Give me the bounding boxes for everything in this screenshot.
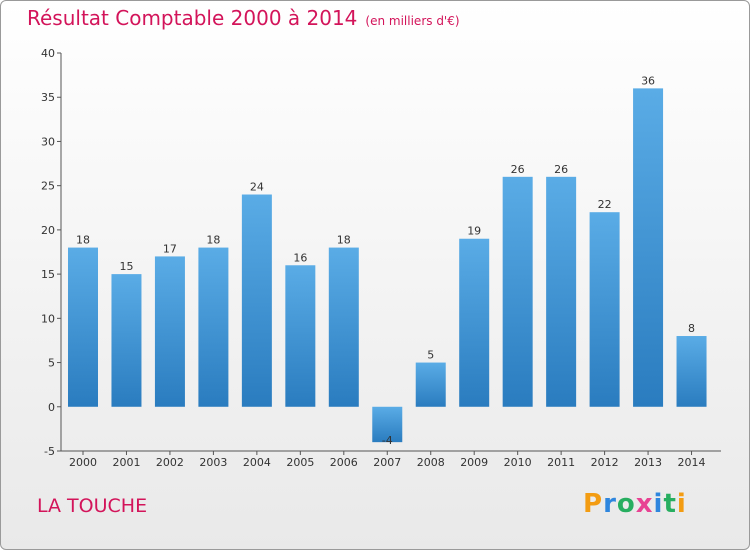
x-tick-label: 2012 (591, 456, 619, 469)
x-tick-label: 2008 (417, 456, 445, 469)
x-tick-label: 2003 (199, 456, 227, 469)
x-tick: 2001 (112, 451, 140, 469)
bar-value-label: 22 (598, 198, 612, 211)
y-tick: 40 (41, 47, 61, 60)
x-axis: 2000 2001 2002 2003 2004 2005 2006 2007 2008 2009… (61, 450, 721, 469)
bar (241, 194, 272, 407)
x-tick-label: 2001 (112, 456, 140, 469)
bar (459, 238, 490, 407)
logo-letter: i (653, 489, 664, 519)
proxiti-logo: Proxiti (583, 489, 687, 519)
bar (589, 212, 620, 407)
chart-unit: (en milliers d'€) (365, 14, 460, 28)
y-tick: 20 (41, 224, 61, 237)
bar-value-label: 26 (511, 163, 525, 176)
logo-letter: x (635, 489, 654, 519)
bar-value-label: 5 (427, 349, 434, 362)
bar-value-label: 24 (250, 181, 264, 194)
bar (372, 406, 403, 443)
bar (111, 274, 142, 407)
x-tick-label: 2005 (286, 456, 314, 469)
bar (546, 176, 577, 407)
y-tick-label: 35 (41, 91, 55, 104)
bar-value-label: 26 (554, 163, 568, 176)
bar (502, 176, 533, 407)
bar (415, 362, 446, 407)
x-tick: 2012 (591, 451, 619, 469)
x-tick: 2002 (156, 451, 184, 469)
y-tick: 5 (48, 357, 61, 370)
x-tick: 2011 (547, 451, 575, 469)
x-tick: 2010 (504, 451, 532, 469)
y-tick: -5 (44, 445, 61, 458)
y-tick-label: -5 (44, 445, 55, 458)
y-tick: 0 (48, 401, 61, 414)
x-tick: 2014 (678, 451, 706, 469)
bar-value-label: 15 (119, 260, 133, 273)
y-tick-label: 20 (41, 224, 55, 237)
y-tick-label: 0 (48, 401, 55, 414)
x-tick-label: 2009 (460, 456, 488, 469)
bar-value-label: 8 (688, 322, 695, 335)
x-tick-label: 2006 (330, 456, 358, 469)
commune-name: LA TOUCHE (37, 495, 148, 517)
bar-value-label: 18 (206, 234, 220, 247)
bar-value-label: 16 (293, 251, 307, 264)
bar-value-label: 17 (163, 242, 177, 255)
logo-letter: r (603, 489, 617, 519)
bar (328, 247, 359, 407)
x-tick: 2003 (199, 451, 227, 469)
y-tick-label: 15 (41, 268, 55, 281)
x-tick-label: 2004 (243, 456, 271, 469)
chart-title-text: Résultat Comptable 2000 à 2014 (27, 6, 358, 30)
x-tick: 2013 (634, 451, 662, 469)
logo-letter: i (676, 489, 687, 519)
y-tick-label: 10 (41, 312, 55, 325)
x-tick-label: 2013 (634, 456, 662, 469)
y-tick: 10 (41, 312, 61, 325)
y-tick: 15 (41, 268, 61, 281)
x-tick-label: 2010 (504, 456, 532, 469)
logo-letter: o (616, 489, 636, 519)
bar (676, 336, 707, 407)
y-tick-label: 5 (48, 357, 55, 370)
bar (198, 247, 229, 407)
x-tick-label: 2014 (678, 456, 706, 469)
y-axis: -5 0 5 10 15 20 25 30 35 40 (41, 47, 62, 458)
y-tick: 30 (41, 135, 61, 148)
x-tick: 2004 (243, 451, 271, 469)
bar-value-label: 36 (641, 74, 655, 87)
y-tick: 25 (41, 180, 61, 193)
x-tick-label: 2002 (156, 456, 184, 469)
x-tick-label: 2000 (69, 456, 97, 469)
x-tick-label: 2011 (547, 456, 575, 469)
x-tick: 2009 (460, 451, 488, 469)
x-tick: 2006 (330, 451, 358, 469)
x-tick: 2005 (286, 451, 314, 469)
x-tick: 2007 (373, 451, 401, 469)
logo-letter: t (663, 489, 677, 519)
value-labels: 18 15 17 18 24 16 18 -4 5 19 26 26 22 36 8 (76, 74, 695, 447)
x-tick: 2008 (417, 451, 445, 469)
bar-value-label: 19 (467, 225, 481, 238)
y-tick-label: 25 (41, 180, 55, 193)
bar (154, 256, 185, 407)
bar (68, 247, 98, 407)
bar-value-label: -4 (382, 434, 393, 447)
bar-value-label: 18 (76, 234, 90, 247)
bar (633, 88, 664, 407)
bar-value-label: 18 (337, 234, 351, 247)
y-tick-label: 40 (41, 47, 55, 60)
x-tick: 2000 (69, 451, 97, 469)
y-tick-label: 30 (41, 135, 55, 148)
chart-title: Résultat Comptable 2000 à 2014 (en millie… (27, 6, 460, 30)
y-tick: 35 (41, 91, 61, 104)
bars (68, 88, 707, 443)
logo-letter: P (583, 489, 604, 519)
bar (285, 265, 316, 407)
x-tick-label: 2007 (373, 456, 401, 469)
